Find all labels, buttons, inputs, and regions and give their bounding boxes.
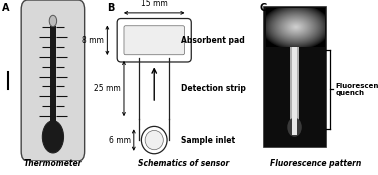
- Text: C: C: [259, 3, 267, 13]
- Text: 25 mm: 25 mm: [94, 84, 121, 93]
- Text: Fluorescence pattern: Fluorescence pattern: [270, 159, 361, 168]
- Circle shape: [145, 130, 163, 150]
- Bar: [263, 6, 326, 146]
- Text: Thermometer: Thermometer: [24, 159, 82, 168]
- Text: Absorbent pad: Absorbent pad: [181, 36, 245, 45]
- Bar: [290, 47, 299, 135]
- Bar: [50, 26, 56, 122]
- Circle shape: [42, 121, 64, 153]
- FancyBboxPatch shape: [124, 26, 184, 55]
- FancyBboxPatch shape: [117, 19, 191, 62]
- Circle shape: [141, 126, 167, 154]
- Text: Fluorescence
quench: Fluorescence quench: [336, 83, 378, 96]
- Text: 6 mm: 6 mm: [109, 136, 131, 145]
- Text: Sample inlet: Sample inlet: [181, 136, 235, 145]
- Bar: [292, 47, 297, 135]
- Text: Detection strip: Detection strip: [181, 84, 246, 93]
- Text: B: B: [107, 3, 115, 13]
- Circle shape: [287, 118, 302, 137]
- Text: 8 mm: 8 mm: [82, 36, 104, 45]
- Text: 15 mm: 15 mm: [141, 0, 167, 8]
- FancyBboxPatch shape: [21, 0, 85, 161]
- Text: A: A: [2, 3, 9, 13]
- Circle shape: [49, 15, 57, 27]
- Text: Schematics of sensor: Schematics of sensor: [138, 159, 229, 168]
